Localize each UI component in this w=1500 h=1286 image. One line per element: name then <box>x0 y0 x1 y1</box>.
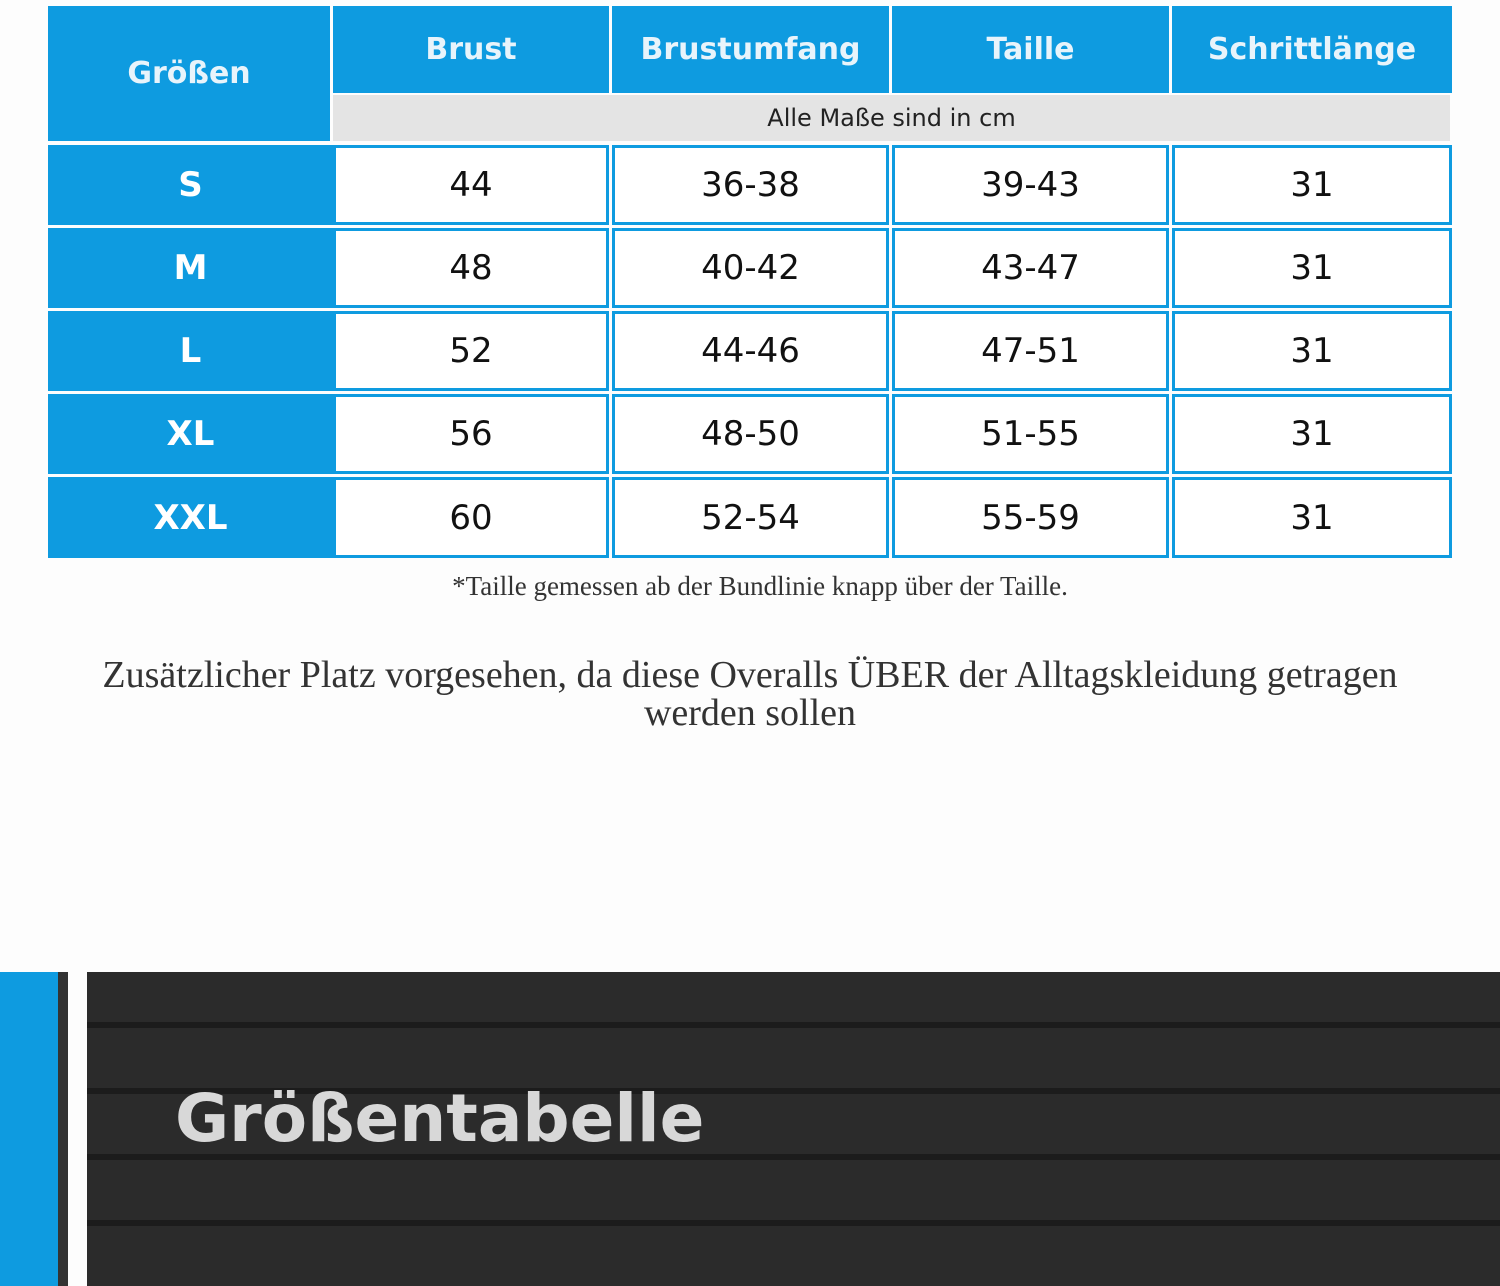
size-label: XXL <box>48 477 333 558</box>
banner: Größentabelle <box>87 972 1500 1286</box>
accent-stripe <box>0 972 58 1286</box>
measure-cell: 48-50 <box>612 394 889 474</box>
measure-cell: 44-46 <box>612 311 889 391</box>
measure-cell: 31 <box>1172 477 1452 558</box>
column-header: Brustumfang <box>612 6 889 93</box>
measure-cell: 52-54 <box>612 477 889 558</box>
measure-cell: 31 <box>1172 228 1452 308</box>
measure-cell: 51-55 <box>892 394 1169 474</box>
size-label: M <box>48 228 333 308</box>
measure-cell: 43-47 <box>892 228 1169 308</box>
measure-cell: 48 <box>333 228 609 308</box>
column-header: Größen <box>48 6 330 141</box>
size-label: S <box>48 145 333 225</box>
column-header: Taille <box>892 6 1169 93</box>
size-label: XL <box>48 394 333 474</box>
measure-cell: 39-43 <box>892 145 1169 225</box>
unit-note: Alle Maße sind in cm <box>333 95 1450 141</box>
measure-cell: 44 <box>333 145 609 225</box>
banner-title: Größentabelle <box>175 1080 705 1157</box>
stripe-edge <box>58 972 68 1286</box>
footnote: *Taille gemessen ab der Bundlinie knapp … <box>452 570 1068 601</box>
measure-cell: 36-38 <box>612 145 889 225</box>
measure-cell: 60 <box>333 477 609 558</box>
column-header: Schrittlänge <box>1172 6 1452 93</box>
measure-cell: 31 <box>1172 311 1452 391</box>
measure-cell: 56 <box>333 394 609 474</box>
measure-cell: 31 <box>1172 394 1452 474</box>
note: Zusätzlicher Platz vorgesehen, da diese … <box>102 654 1398 734</box>
measure-cell: 31 <box>1172 145 1452 225</box>
measure-cell: 40-42 <box>612 228 889 308</box>
measure-cell: 52 <box>333 311 609 391</box>
size-label: L <box>48 311 333 391</box>
measure-cell: 47-51 <box>892 311 1169 391</box>
column-header: Brust <box>333 6 609 93</box>
measure-cell: 55-59 <box>892 477 1169 558</box>
